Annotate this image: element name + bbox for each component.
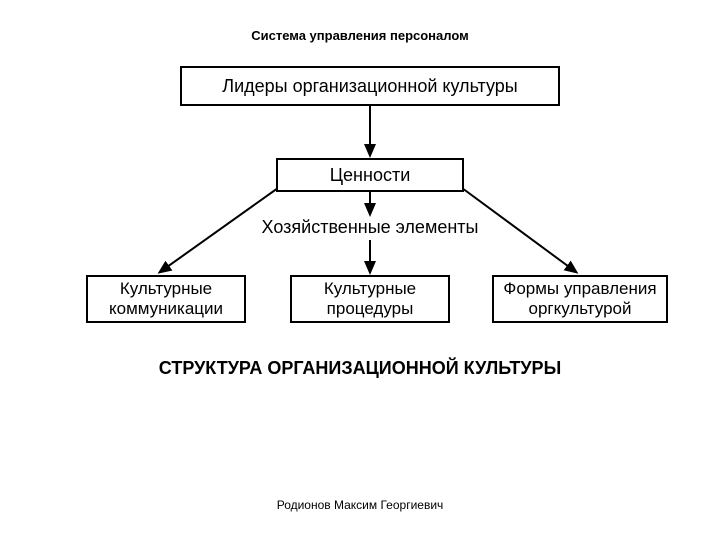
page-title: Система управления персоналом bbox=[0, 28, 720, 43]
node-economic-elements: Хозяйственные элементы bbox=[240, 214, 500, 240]
diagram-caption: СТРУКТУРА ОРГАНИЗАЦИОННОЙ КУЛЬТУРЫ bbox=[0, 358, 720, 379]
node-cultural-communications: Культурныекоммуникации bbox=[86, 275, 246, 323]
node-cultural-procedures: Культурныепроцедуры bbox=[290, 275, 450, 323]
node-cultural-communications-label: Культурныекоммуникации bbox=[109, 279, 223, 318]
node-values: Ценности bbox=[276, 158, 464, 192]
node-management-forms-label: Формы управленияоргкультурой bbox=[503, 279, 656, 318]
node-leaders: Лидеры организационной культуры bbox=[180, 66, 560, 106]
node-management-forms: Формы управленияоргкультурой bbox=[492, 275, 668, 323]
node-cultural-procedures-label: Культурныепроцедуры bbox=[324, 279, 416, 318]
author-footer: Родионов Максим Георгиевич bbox=[0, 498, 720, 512]
node-values-label: Ценности bbox=[330, 165, 411, 186]
node-economic-elements-label: Хозяйственные элементы bbox=[262, 217, 479, 238]
node-leaders-label: Лидеры организационной культуры bbox=[222, 76, 517, 97]
